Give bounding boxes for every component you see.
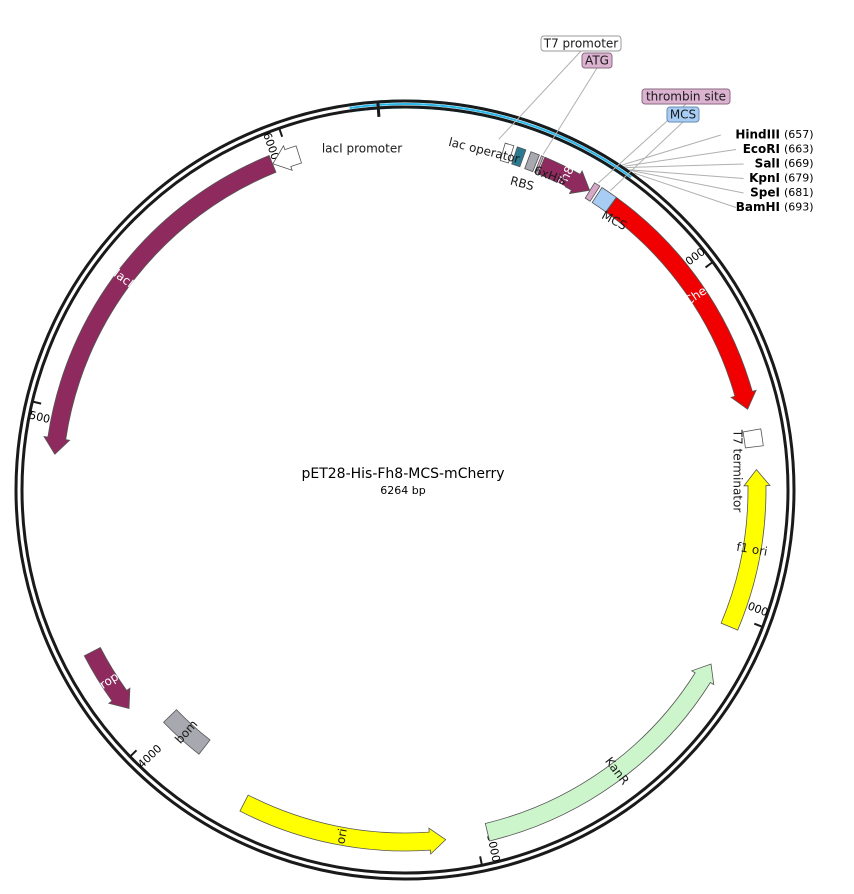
mcs-box-leader [609, 121, 684, 192]
t7-promoter-box [540, 35, 622, 52]
ori-label: ori [333, 827, 350, 845]
feature-t7-terminator [742, 428, 764, 449]
thrombin-site-box [641, 88, 731, 105]
atg-label: ATG [585, 54, 609, 68]
thrombin-shape [584, 182, 601, 202]
highlight-layer [348, 99, 634, 181]
plasmid-size: 6264 bp [380, 484, 425, 497]
site-ecori-leader [624, 149, 737, 167]
site-sali-name: SalI [755, 157, 780, 171]
site-sali-position: (669) [784, 157, 814, 170]
rbs-label: RBS [509, 174, 536, 194]
tick-mark [704, 261, 713, 269]
site-hindiii-name: HindIII [735, 128, 780, 142]
bom-shape [162, 709, 211, 755]
feature-his6 [524, 151, 540, 173]
backbone-layer [14, 99, 796, 881]
fh8-shape [537, 156, 591, 195]
atg-mark-shape [534, 155, 544, 174]
feature-lac-operator [499, 142, 515, 164]
site-spei-leader [629, 169, 744, 194]
t7-promoter-leader [498, 50, 582, 140]
atg-box [581, 52, 613, 69]
t7-terminator-label: T7 terminator [731, 429, 745, 513]
kanr-shape [484, 663, 715, 842]
feature-fh8 [537, 156, 591, 195]
tick-mark [278, 128, 284, 138]
atg-callout: ATG [581, 52, 613, 69]
site-bamhi-position: (693) [784, 201, 814, 214]
feature-kanr [484, 663, 715, 842]
feature-thrombin [584, 182, 601, 202]
t7-promoter-label: T7 promoter [543, 37, 619, 51]
site-bamhi-name: BamHI [736, 200, 780, 214]
feature-laci [43, 155, 277, 455]
t7-terminator-shape [742, 428, 764, 449]
feature-layer [43, 142, 771, 855]
tick-label: 3000 [484, 833, 502, 863]
site-spei-position: (681) [784, 186, 814, 199]
lac-operator-shape [499, 142, 515, 164]
thrombin-site-callout: thrombin site [641, 88, 731, 105]
site-spei-name: SpeI [750, 186, 780, 200]
f1-ori-label: f1 ori [735, 540, 768, 559]
mcs-box-callout: MCS [666, 106, 700, 123]
laci-shape [43, 155, 277, 455]
thrombin-site-label: thrombin site [646, 90, 726, 104]
tick-mark [753, 622, 763, 628]
rbs-shape [511, 146, 527, 168]
feature-atg-mark [534, 155, 544, 174]
feature-bom [162, 709, 211, 755]
plasmid-name: pET28-His-Fh8-MCS-mCherry [301, 466, 504, 482]
site-ecori-position: (663) [784, 143, 814, 156]
backbone-outer-ring [14, 99, 796, 881]
site-hindiii-leader [622, 134, 721, 166]
his6-shape [524, 151, 540, 173]
site-ecori-name: EcoRI [743, 142, 780, 156]
site-kpni-name: KpnI [749, 171, 780, 185]
tick-label: 4000 [135, 742, 164, 771]
highlight-arc [349, 103, 632, 178]
laci-promoter-label: lacI promoter [322, 142, 402, 156]
ori-shape [239, 794, 447, 855]
mcs-box-label: MCS [670, 108, 696, 122]
origin-marker [376, 100, 381, 118]
feature-ori [239, 794, 447, 855]
feature-f1-ori [720, 469, 771, 631]
site-kpni-position: (679) [784, 172, 814, 185]
site-kpni-leader [629, 169, 744, 179]
mcherry-shape [605, 196, 757, 410]
feature-mcherry [605, 196, 757, 410]
site-hindiii-position: (657) [784, 128, 814, 141]
feature-rbs [511, 146, 527, 168]
feature-laci-promoter [272, 144, 303, 171]
lac-operator-label: lac operator [447, 135, 521, 166]
tick-mark [130, 749, 138, 757]
tick-mark [33, 400, 42, 405]
site-sali-leader [626, 163, 744, 169]
tick-mark [479, 856, 483, 865]
backbone-inner-ring [20, 105, 790, 875]
t7-promoter-callout: T7 promoter [540, 35, 622, 52]
site-bamhi-leader [633, 172, 737, 208]
atg-leader [542, 67, 598, 155]
mcs-box-box [666, 106, 700, 123]
f1-ori-shape [720, 469, 771, 631]
rop-shape [83, 646, 131, 710]
feature-rop [83, 646, 131, 710]
laci-promoter-shape [272, 144, 303, 171]
